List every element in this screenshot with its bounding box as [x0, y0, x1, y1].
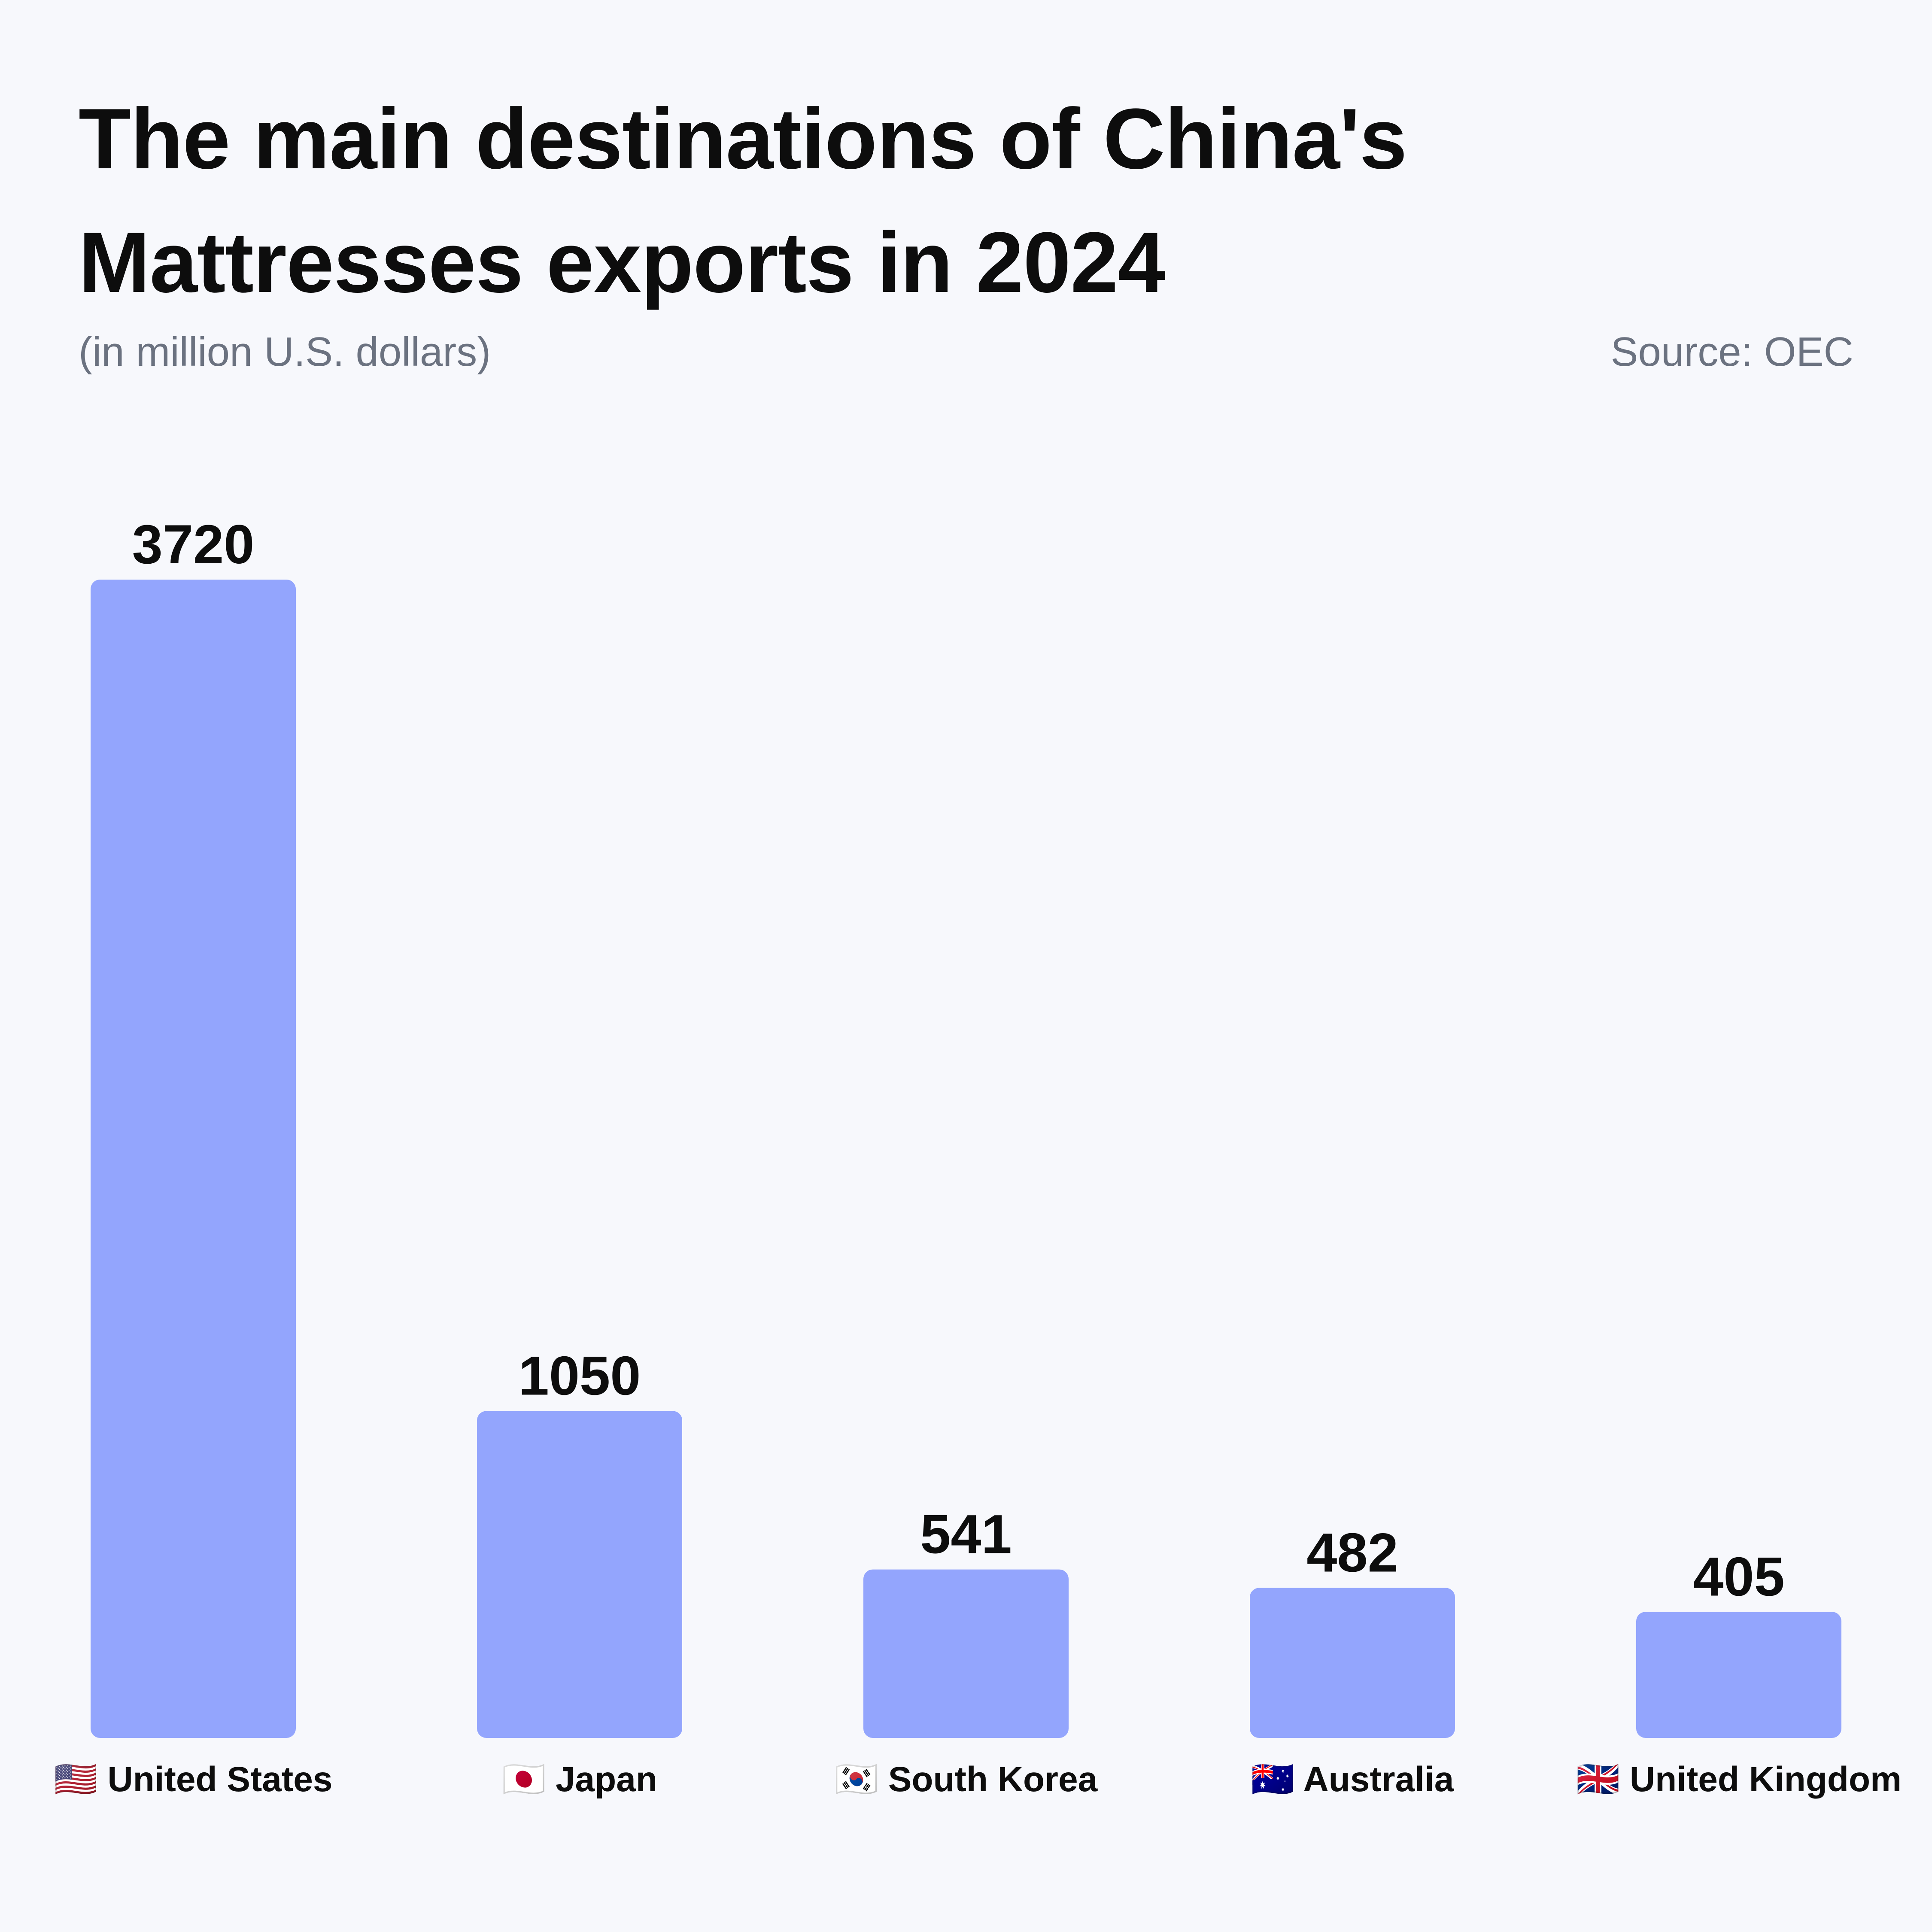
category-label: 🇬🇧 United Kingdom	[1576, 1760, 1902, 1799]
category-name: United Kingdom	[1630, 1760, 1902, 1799]
category-label: 🇺🇸 United States	[54, 1760, 333, 1799]
data-label: 482	[1306, 1522, 1398, 1583]
category-name: South Korea	[888, 1760, 1098, 1799]
chart-title: The main destinations of China's Mattres…	[79, 91, 1407, 310]
bar-0	[91, 580, 296, 1738]
bar-1	[477, 1411, 682, 1738]
flag-icon: 🇬🇧	[1576, 1760, 1630, 1799]
chart-subtitle: (in million U.S. dollars)	[79, 329, 491, 375]
category-name: United States	[107, 1760, 332, 1799]
chart-source: Source: OEC	[1610, 329, 1853, 375]
flag-icon: 🇰🇷	[835, 1760, 888, 1799]
flag-icon: 🇦🇺	[1251, 1759, 1303, 1799]
data-label: 541	[920, 1504, 1012, 1565]
data-label: 3720	[132, 514, 255, 575]
category-label: 🇯🇵 Japan	[502, 1760, 657, 1799]
bar-2	[863, 1569, 1069, 1738]
data-label: 1050	[519, 1345, 641, 1406]
category-label: 🇦🇺 Australia	[1251, 1759, 1455, 1799]
category-name: Japan	[556, 1760, 657, 1799]
category-label: 🇰🇷 South Korea	[835, 1760, 1098, 1799]
data-label: 405	[1693, 1546, 1785, 1607]
flag-icon: 🇺🇸	[54, 1760, 108, 1799]
category-name: Australia	[1303, 1760, 1454, 1799]
bar-3	[1250, 1588, 1455, 1738]
bar-4	[1636, 1612, 1841, 1738]
flag-icon: 🇯🇵	[502, 1760, 556, 1799]
